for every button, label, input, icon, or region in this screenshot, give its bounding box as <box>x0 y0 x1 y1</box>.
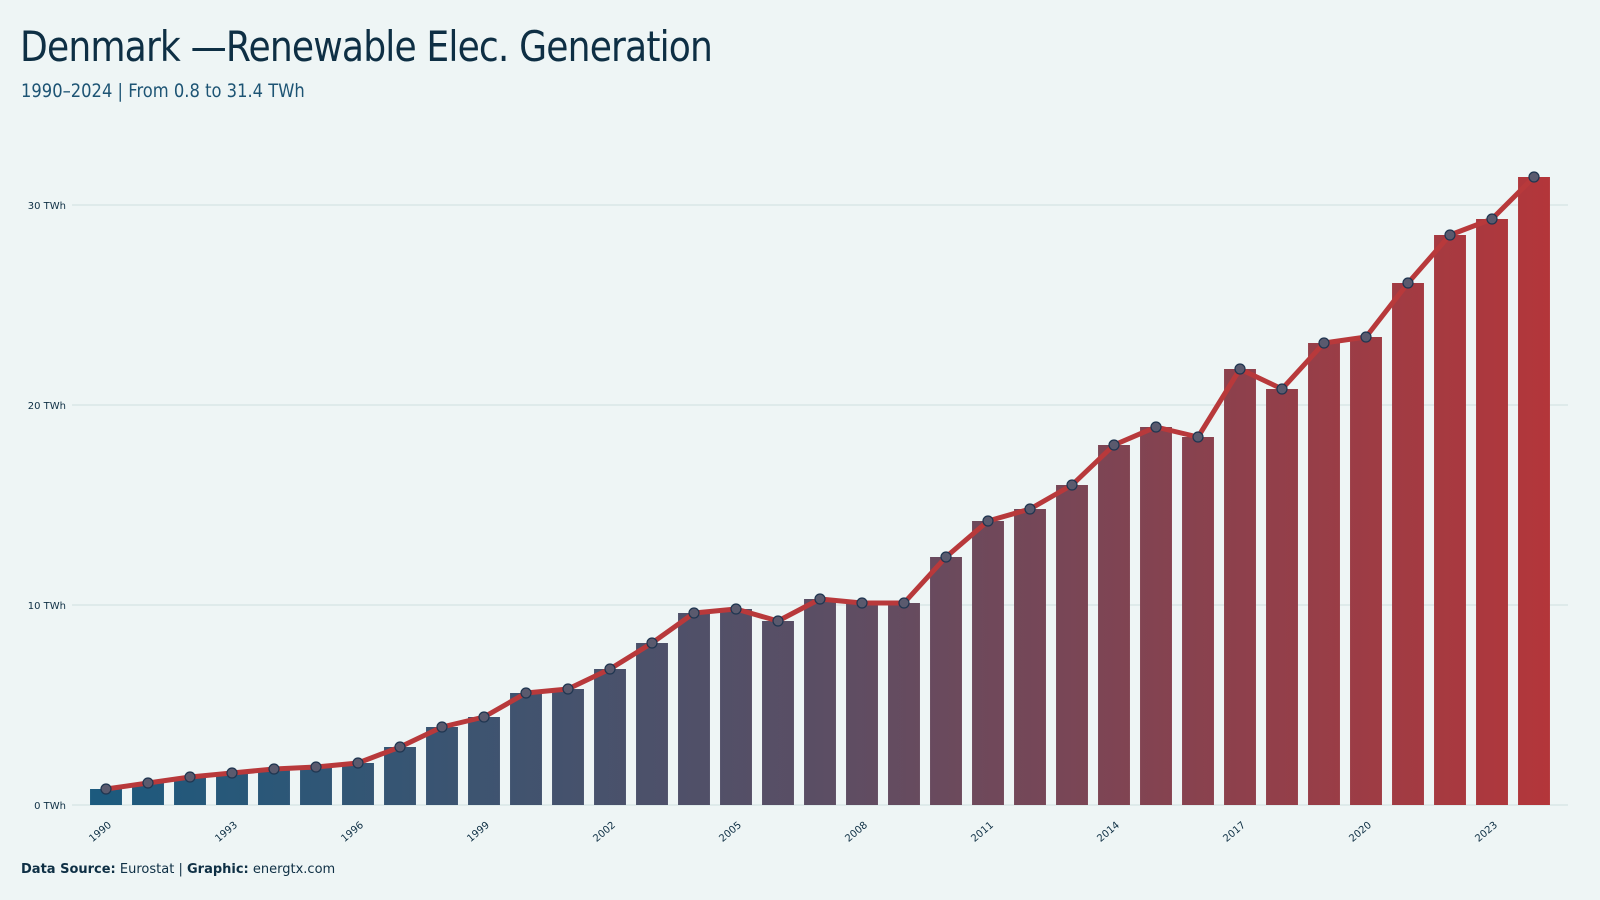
bar-2014 <box>1098 445 1130 805</box>
bar-2001 <box>552 689 584 805</box>
point-2017 <box>1234 363 1246 375</box>
point-2023 <box>1486 213 1498 225</box>
x-tick-label: 2011 <box>969 820 996 845</box>
point-2024 <box>1528 171 1540 183</box>
x-tick-label: 1999 <box>465 820 492 845</box>
chart-subtitle: 1990–2024 | From 0.8 to 31.4 TWh <box>21 80 305 102</box>
y-tick-label: 20 TWh <box>28 401 66 412</box>
x-tick-label: 1990 <box>87 820 114 845</box>
point-1991 <box>142 777 154 789</box>
bar-2000 <box>510 693 542 805</box>
bar-2008 <box>846 603 878 805</box>
bar-1991 <box>132 783 164 805</box>
bar-2024 <box>1518 177 1550 805</box>
point-1993 <box>226 767 238 779</box>
x-tick-label: 1996 <box>339 820 366 845</box>
point-1999 <box>478 711 490 723</box>
footer-graphic-value: energtx.com <box>252 862 336 877</box>
bar-2003 <box>636 643 668 805</box>
x-tick-label: 2017 <box>1221 820 1248 845</box>
point-2014 <box>1108 439 1120 451</box>
bar-1994 <box>258 769 290 805</box>
point-2020 <box>1360 331 1372 343</box>
y-tick-label: 10 TWh <box>28 601 66 612</box>
point-2021 <box>1402 277 1414 289</box>
y-tick-label: 0 TWh <box>34 801 66 812</box>
chart-title: Denmark —Renewable Elec. Generation <box>20 22 713 71</box>
point-1998 <box>436 721 448 733</box>
bar-2007 <box>804 599 836 805</box>
point-1997 <box>394 741 406 753</box>
point-1995 <box>310 761 322 773</box>
x-tick-label: 2023 <box>1473 820 1500 845</box>
bar-2020 <box>1350 337 1382 805</box>
bar-1995 <box>300 767 332 805</box>
point-2019 <box>1318 337 1330 349</box>
point-2011 <box>982 515 994 527</box>
footer-source-value: Eurostat <box>119 862 175 877</box>
bar-2005 <box>720 609 752 805</box>
bar-2016 <box>1182 437 1214 805</box>
point-2006 <box>772 615 784 627</box>
point-2012 <box>1024 503 1036 515</box>
point-1992 <box>184 771 196 783</box>
bar-2009 <box>888 603 920 805</box>
point-2002 <box>604 663 616 675</box>
bar-2012 <box>1014 509 1046 805</box>
point-2007 <box>814 593 826 605</box>
bar-2013 <box>1056 485 1088 805</box>
point-2013 <box>1066 479 1078 491</box>
bar-2011 <box>972 521 1004 805</box>
point-1994 <box>268 763 280 775</box>
point-2008 <box>856 597 868 609</box>
point-2010 <box>940 551 952 563</box>
bar-2023 <box>1476 219 1508 805</box>
bar-1998 <box>426 727 458 805</box>
point-1996 <box>352 757 364 769</box>
x-tick-label: 2008 <box>843 820 870 845</box>
point-2001 <box>562 683 574 695</box>
footer-credits: Data Source: Eurostat | Graphic: energtx… <box>21 862 335 877</box>
x-tick-label: 2005 <box>717 820 744 845</box>
bar-1999 <box>468 717 500 805</box>
bar-1990 <box>90 789 122 805</box>
footer-source-label: Data Source: <box>21 862 116 877</box>
bar-2021 <box>1392 283 1424 805</box>
x-tick-label: 1993 <box>213 820 240 845</box>
bars <box>90 177 1550 805</box>
x-tick-label: 2014 <box>1095 820 1122 845</box>
bar-2002 <box>594 669 626 805</box>
bar-1997 <box>384 747 416 805</box>
point-2000 <box>520 687 532 699</box>
bar-2018 <box>1266 389 1298 805</box>
y-axis-ticks: 0 TWh 10 TWh 20 TWh 30 TWh <box>28 201 66 812</box>
point-2003 <box>646 637 658 649</box>
bar-1996 <box>342 763 374 805</box>
point-2022 <box>1444 229 1456 241</box>
bar-2004 <box>678 613 710 805</box>
bar-2015 <box>1140 427 1172 805</box>
bar-2010 <box>930 557 962 805</box>
bar-2019 <box>1308 343 1340 805</box>
bar-2017 <box>1224 369 1256 805</box>
point-2015 <box>1150 421 1162 433</box>
line-markers <box>100 171 1540 795</box>
footer-graphic-label: Graphic: <box>186 862 249 877</box>
bar-2022 <box>1434 235 1466 805</box>
point-2009 <box>898 597 910 609</box>
x-tick-label: 2020 <box>1347 820 1374 845</box>
y-tick-label: 30 TWh <box>28 201 66 212</box>
point-2018 <box>1276 383 1288 395</box>
x-tick-label: 2002 <box>591 820 618 845</box>
point-2005 <box>730 603 742 615</box>
point-2016 <box>1192 431 1204 443</box>
footer-separator: | <box>178 862 183 877</box>
bar-2006 <box>762 621 794 805</box>
point-1990 <box>100 783 112 795</box>
point-2004 <box>688 607 700 619</box>
x-axis-ticks: 1990 1993 1996 1999 2002 2005 2008 2011 2014 2017… <box>87 820 1500 845</box>
